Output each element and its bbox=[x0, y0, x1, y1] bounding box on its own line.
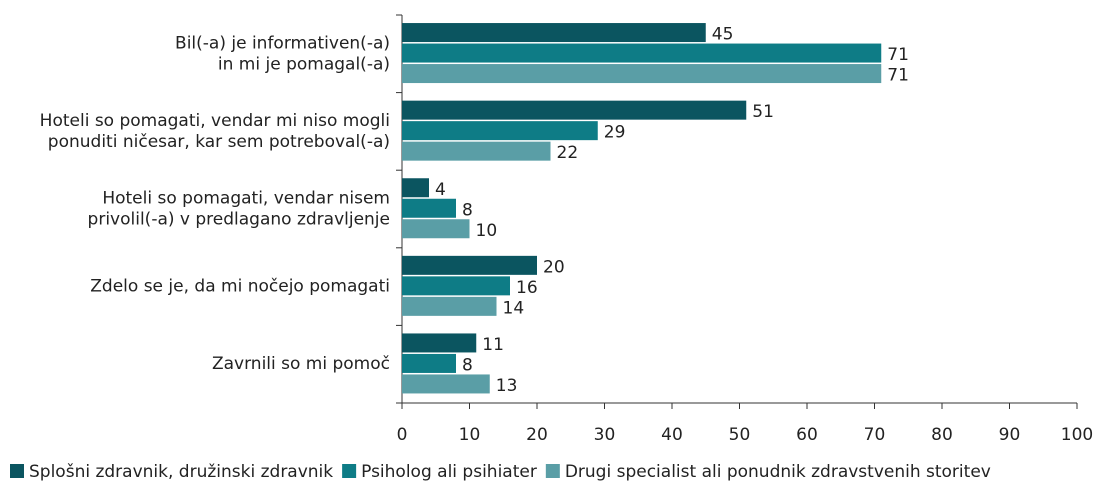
y-tick-label: ponuditi ničesar, kar sem potreboval(-a) bbox=[48, 132, 390, 152]
value-label: 8 bbox=[462, 355, 473, 375]
x-tick-label: 0 bbox=[397, 425, 408, 445]
value-label: 22 bbox=[557, 143, 579, 163]
x-tick-label: 80 bbox=[931, 425, 953, 445]
y-tick-label: Hoteli so pomagati, vendar mi niso mogli bbox=[40, 111, 390, 131]
legend-swatch bbox=[342, 464, 357, 478]
value-label: 11 bbox=[482, 335, 504, 355]
x-tick-label: 50 bbox=[729, 425, 751, 445]
x-tick-label: 70 bbox=[864, 425, 886, 445]
value-label: 45 bbox=[712, 25, 734, 45]
value-label: 14 bbox=[503, 298, 525, 318]
bar bbox=[402, 374, 490, 394]
x-tick-label: 60 bbox=[796, 425, 818, 445]
x-tick-label: 100 bbox=[1061, 425, 1093, 445]
value-label: 16 bbox=[516, 278, 538, 298]
y-tick-label: Zdelo se je, da mi nočejo pomagati bbox=[90, 277, 390, 297]
bar bbox=[402, 121, 598, 141]
legend-swatch bbox=[545, 464, 560, 478]
bar bbox=[402, 276, 510, 296]
x-tick-label: 10 bbox=[459, 425, 481, 445]
value-label: 71 bbox=[887, 45, 909, 65]
value-label: 51 bbox=[752, 102, 774, 122]
bar bbox=[402, 296, 497, 316]
bar bbox=[402, 219, 470, 239]
x-tick-label: 20 bbox=[526, 425, 548, 445]
bar bbox=[402, 23, 706, 43]
y-tick-label: privolil(-a) v predlagano zdravljenje bbox=[88, 210, 390, 230]
value-label: 71 bbox=[887, 66, 909, 86]
bar bbox=[402, 333, 477, 353]
value-label: 20 bbox=[543, 257, 565, 277]
bar bbox=[402, 198, 456, 218]
value-label: 29 bbox=[604, 123, 626, 143]
x-tick-label: 40 bbox=[661, 425, 683, 445]
bar bbox=[402, 100, 747, 120]
y-tick-label: Zavrnili so mi pomoč bbox=[212, 354, 390, 374]
value-label: 13 bbox=[496, 376, 518, 396]
y-tick-label: Hoteli so pomagati, vendar nisem bbox=[102, 189, 390, 209]
value-label: 4 bbox=[435, 180, 446, 200]
legend-label: Psiholog ali psihiater bbox=[361, 462, 537, 482]
bar bbox=[402, 255, 537, 275]
bar bbox=[402, 141, 551, 161]
legend-label: Splošni zdravnik, družinski zdravnik bbox=[29, 462, 333, 482]
bar bbox=[402, 43, 882, 63]
bar bbox=[402, 178, 429, 198]
bar bbox=[402, 353, 456, 373]
y-tick-label: in mi je pomagal(-a) bbox=[218, 54, 390, 74]
value-label: 8 bbox=[462, 200, 473, 220]
legend-label: Drugi specialist ali ponudnik zdravstven… bbox=[565, 462, 991, 482]
x-tick-label: 90 bbox=[999, 425, 1021, 445]
y-tick-label: Bil(-a) je informativen(-a) bbox=[175, 33, 390, 53]
value-label: 10 bbox=[476, 221, 498, 241]
bar bbox=[402, 64, 882, 84]
x-tick-label: 30 bbox=[594, 425, 616, 445]
legend-swatch bbox=[10, 464, 24, 478]
